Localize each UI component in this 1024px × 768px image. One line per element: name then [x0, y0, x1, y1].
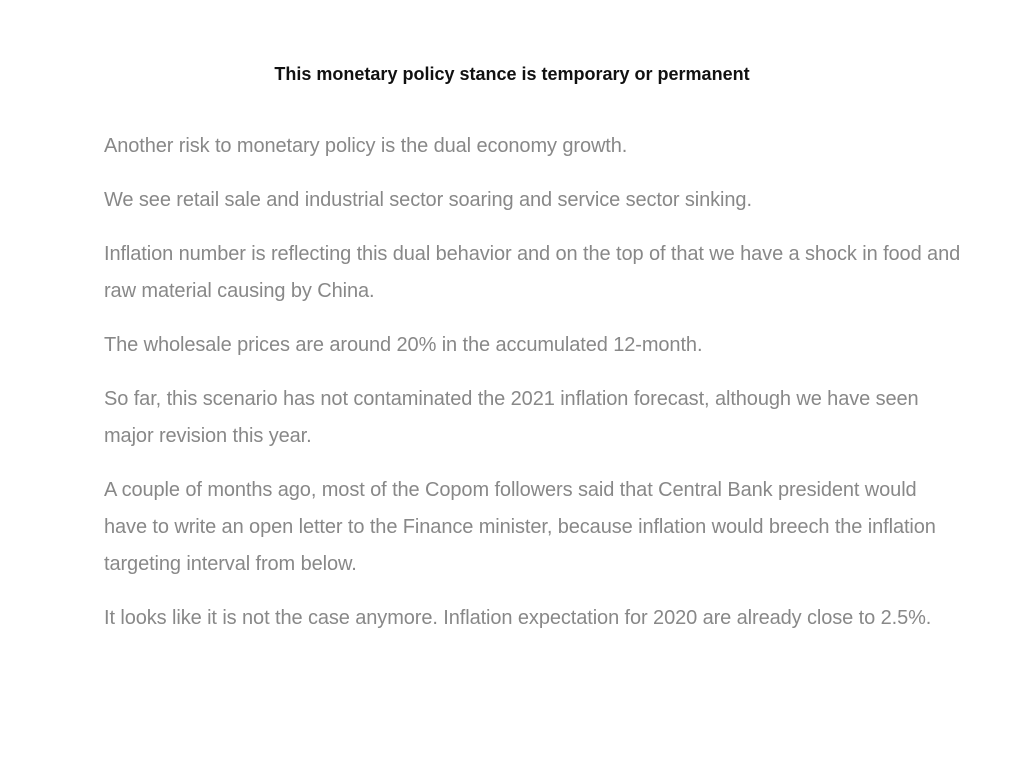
slide-body: Another risk to monetary policy is the d… [104, 128, 964, 654]
body-paragraph: Inflation number is reflecting this dual… [104, 243, 961, 302]
body-paragraph: A couple of months ago, most of the Copo… [104, 479, 936, 575]
body-paragraph: So far, this scenario has not contaminat… [104, 388, 919, 447]
body-paragraph: We see retail sale and industrial sector… [104, 189, 752, 211]
body-paragraph: It looks like it is not the case anymore… [104, 607, 932, 629]
slide-title: This monetary policy stance is temporary… [274, 64, 750, 84]
body-paragraph: The wholesale prices are around 20% in t… [104, 334, 703, 356]
body-paragraph: Another risk to monetary policy is the d… [104, 135, 628, 157]
